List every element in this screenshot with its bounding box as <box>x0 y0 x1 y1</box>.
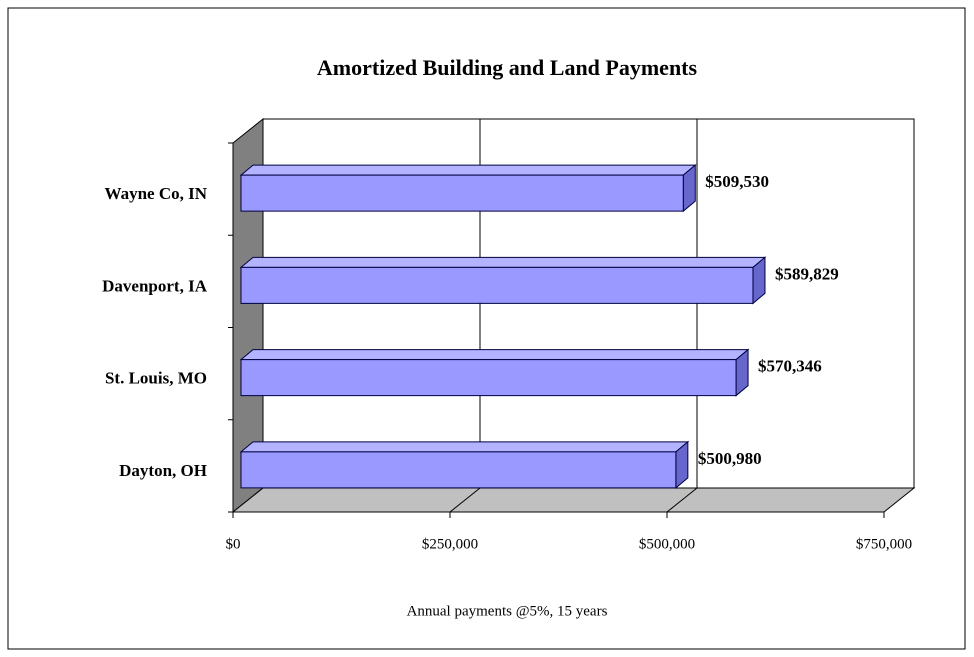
x-axis-label: Annual payments @5%, 15 years <box>407 603 608 619</box>
bar <box>240 451 677 489</box>
value-label: $509,530 <box>705 172 769 191</box>
value-label: $500,980 <box>698 449 762 468</box>
y-tick-label: Dayton, OH <box>119 461 207 480</box>
value-label: $570,346 <box>758 357 822 376</box>
bar <box>240 359 737 397</box>
bar <box>240 266 754 304</box>
floor <box>231 487 916 513</box>
bar-top <box>239 349 750 361</box>
x-tick-label: $250,000 <box>422 536 478 552</box>
value-label: $589,829 <box>775 264 839 283</box>
y-tick-label: St. Louis, MO <box>105 369 207 388</box>
y-tick-label: Davenport, IA <box>102 276 208 295</box>
bar-top <box>239 164 697 176</box>
grid-line <box>449 487 481 513</box>
x-tick-label: $500,000 <box>639 536 695 552</box>
x-tick-label: $0 <box>226 536 241 552</box>
bar-top <box>239 256 767 268</box>
bar-top <box>239 441 690 453</box>
bar <box>240 174 684 212</box>
grid-line <box>666 487 698 513</box>
x-tick-label: $750,000 <box>856 536 912 552</box>
y-tick-label: Wayne Co, IN <box>105 184 208 203</box>
chart-title: Amortized Building and Land Payments <box>317 55 698 80</box>
